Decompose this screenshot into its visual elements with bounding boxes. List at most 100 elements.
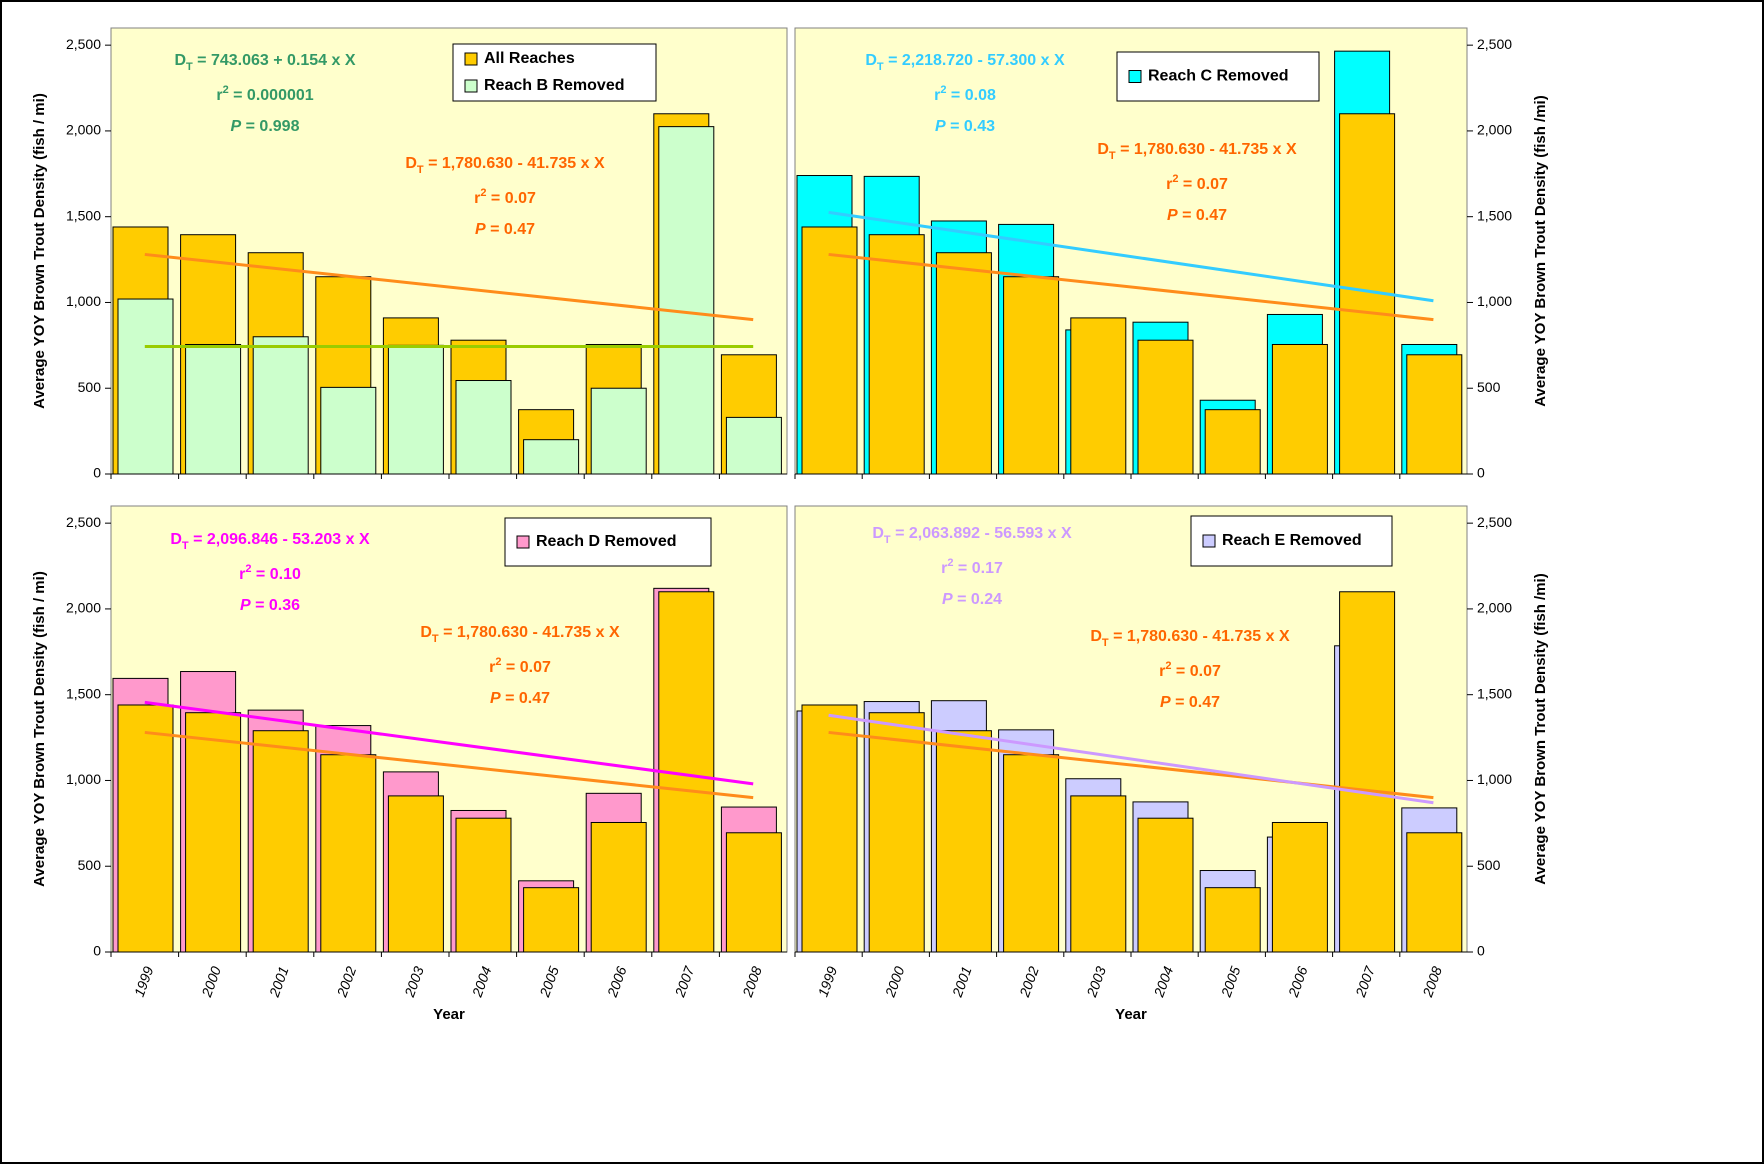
legend-label: Reach D Removed — [536, 533, 677, 550]
equation-part: = 2,063.892 - 56.593 x X — [891, 525, 1072, 542]
equation-part: = 0.10 — [251, 566, 300, 583]
y-tick-label: 2,000 — [66, 122, 101, 138]
equation-part: 2 — [245, 563, 251, 575]
equation-line: P = 0.47 — [1160, 694, 1220, 711]
equation-part: = 2,218.720 - 57.300 x X — [884, 52, 1065, 69]
equation-part: r — [489, 659, 495, 676]
bar — [387, 795, 444, 953]
y-tick-label: 2,500 — [66, 514, 101, 530]
bar — [1137, 817, 1194, 953]
equation-part: 2 — [1172, 173, 1178, 185]
equation-part: D — [872, 525, 884, 542]
equation-part: = 1,780.630 - 41.735 x X — [1109, 628, 1290, 645]
equation-part: D — [170, 531, 182, 548]
equation-part: D — [420, 624, 432, 641]
equation-part: = 0.47 — [486, 221, 535, 238]
legend — [452, 43, 657, 102]
equation-line: P = 0.47 — [1167, 207, 1227, 224]
bar — [185, 712, 242, 953]
bar — [725, 416, 782, 475]
bar — [1271, 343, 1328, 475]
equation-part: r — [1159, 663, 1165, 680]
equation-part: T — [877, 61, 884, 73]
y-tick-label: 1,500 — [1477, 207, 1512, 223]
y-tick-label: 500 — [78, 379, 102, 395]
bar — [1204, 887, 1261, 953]
y-tick-label: 1,000 — [1477, 771, 1512, 787]
trendline — [144, 700, 754, 786]
bar — [935, 730, 992, 953]
y-tick-label: 500 — [78, 857, 102, 873]
legend-swatch — [464, 79, 478, 93]
bar — [590, 821, 647, 953]
equation-part: = 1,780.630 - 41.735 x X — [424, 155, 605, 172]
y-tick-label: 1,500 — [1477, 685, 1512, 701]
bar — [1406, 354, 1463, 475]
equation-part: T — [432, 633, 439, 645]
y-tick-label: 0 — [93, 465, 101, 481]
equation-line: P = 0.47 — [490, 690, 550, 707]
equation-part: = 1,780.630 - 41.735 x X — [1116, 141, 1297, 158]
equation-part: D — [405, 155, 417, 172]
bar — [725, 832, 782, 953]
equation-part: T — [182, 540, 189, 552]
bar — [590, 387, 647, 475]
bar — [320, 386, 377, 475]
equation-part: 2 — [940, 84, 946, 96]
legend-label: Reach E Removed — [1222, 532, 1362, 549]
equation-line: DT = 1,780.630 - 41.735 x X — [420, 624, 620, 645]
bar — [801, 704, 858, 953]
bar — [1406, 832, 1463, 953]
equation-line: r2 = 0.07 — [1159, 660, 1221, 680]
bar — [252, 730, 309, 953]
legend-swatch — [516, 535, 530, 549]
legend — [1116, 51, 1320, 102]
bar — [1204, 409, 1261, 475]
equation-part: P — [231, 118, 242, 135]
legend-label: All Reaches — [484, 50, 575, 67]
equation-line: DT = 743.063 + 0.154 x X — [174, 52, 355, 73]
equation-line: r2 = 0.17 — [941, 557, 1003, 577]
equation-part: r — [474, 190, 480, 207]
y-axis-title: Average YOY Brown Trout Density (fish /m… — [1532, 573, 1549, 884]
equation-part: D — [174, 52, 186, 69]
y-tick-label: 1,500 — [66, 207, 101, 223]
y-axis-title: Average YOY Brown Trout Density (fish / … — [31, 571, 48, 887]
equation-part: = 0.07 — [501, 659, 550, 676]
equation-line: r2 = 0.07 — [474, 187, 536, 207]
equation-part: T — [186, 61, 193, 73]
equation-part: = 0.36 — [251, 597, 300, 614]
bar — [801, 226, 858, 475]
equation-part: T — [884, 534, 891, 546]
y-tick-label: 2,500 — [1477, 36, 1512, 52]
y-tick-label: 2,500 — [66, 36, 101, 52]
bar — [868, 234, 925, 475]
equation-part: r — [934, 87, 940, 104]
equation-part: = 0.43 — [946, 118, 995, 135]
equation-part: = 0.998 — [241, 118, 299, 135]
equation-part: = 2,096.846 - 53.203 x X — [189, 531, 370, 548]
y-tick-label: 2,000 — [1477, 600, 1512, 616]
legend — [1190, 515, 1393, 567]
bar — [252, 336, 309, 475]
equation-part: = 0.47 — [1178, 207, 1227, 224]
equation-part: 2 — [495, 656, 501, 668]
equation-line: r2 = 0.000001 — [216, 84, 313, 104]
bar — [1137, 339, 1194, 475]
equation-part: 2 — [947, 557, 953, 569]
bar — [185, 343, 242, 475]
x-axis-title: Year — [1115, 1006, 1147, 1023]
trendline — [144, 252, 754, 322]
equation-line: DT = 2,063.892 - 56.593 x X — [872, 525, 1072, 546]
legend-label: Reach B Removed — [484, 77, 625, 94]
equation-line: r2 = 0.08 — [934, 84, 996, 104]
equation-part: P — [942, 591, 953, 608]
equation-part: D — [1090, 628, 1102, 645]
equation-part: r — [1166, 176, 1172, 193]
equation-line: P = 0.24 — [942, 591, 1002, 608]
equation-line: P = 0.998 — [231, 118, 300, 135]
y-tick-label: 500 — [1477, 857, 1501, 873]
bar — [1271, 821, 1328, 953]
equation-line: r2 = 0.07 — [489, 656, 551, 676]
